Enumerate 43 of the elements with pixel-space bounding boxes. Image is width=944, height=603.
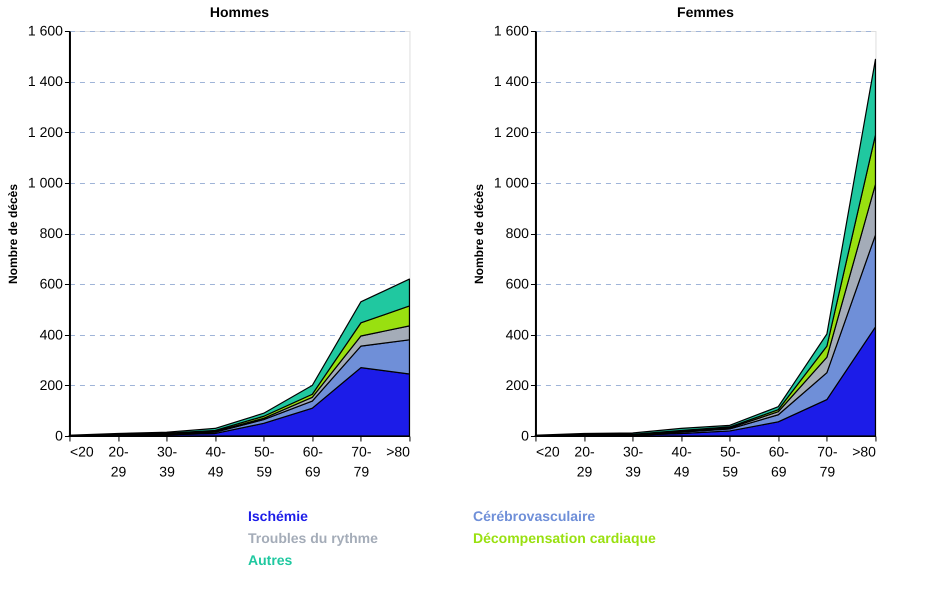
text: Ischémie (248, 508, 308, 524)
y-tick-label: 1 600 (28, 22, 64, 38)
chart-title: Hommes (210, 4, 270, 20)
x-tick-label: <20 (536, 444, 560, 460)
y-tick-label: 400 (40, 326, 64, 342)
x-tick-label: 60-69 (768, 444, 790, 480)
y-tick-label: 800 (40, 225, 64, 241)
y-tick-label: 0 (55, 428, 64, 444)
x-tick-label: 20-29 (574, 444, 595, 480)
y-tick-label: 1 400 (494, 73, 530, 90)
y-tick-label: 1 600 (494, 22, 530, 38)
x-tick-label: 50-59 (254, 444, 275, 480)
y-tick-label: 400 (506, 326, 530, 342)
y-tick-label: 600 (40, 276, 64, 292)
y-tick-label: 1 200 (28, 124, 64, 140)
x-tick-label: 20-29 (108, 444, 129, 480)
text: Cérébrovasculaire (473, 508, 596, 524)
chart-title: Femmes (677, 4, 734, 20)
x-tick-label: 60-69 (302, 444, 324, 480)
text: Autres (248, 552, 293, 568)
y-tick-label: 1 000 (494, 174, 530, 190)
y-tick-label: 1 400 (28, 73, 64, 90)
y-tick-label: 0 (521, 428, 530, 444)
x-tick-label: 70-79 (817, 444, 838, 480)
y-tick-label: 600 (506, 276, 530, 292)
y-tick-label: 1 000 (28, 174, 64, 190)
y-axis-title: Nombre de décès (6, 184, 20, 284)
x-tick-label: 50-59 (720, 444, 741, 480)
y-tick-label: 800 (506, 225, 530, 241)
text: Décompensation cardiaque (473, 530, 656, 546)
y-tick-label: 1 200 (494, 124, 530, 140)
x-tick-label: 40-49 (672, 444, 692, 480)
x-tick-label: <20 (70, 444, 94, 460)
x-tick-label: 30-39 (156, 444, 178, 480)
x-tick-label: >80 (386, 444, 410, 460)
x-tick-label: 30-39 (622, 444, 644, 480)
x-tick-label: 40-49 (206, 444, 226, 480)
y-tick-label: 200 (40, 376, 64, 393)
y-axis-title: Nombre de décès (472, 184, 486, 284)
x-tick-label: 70-79 (351, 444, 372, 480)
y-tick-label: 200 (506, 376, 530, 393)
x-tick-label: >80 (852, 444, 876, 460)
text: Troubles du rythme (248, 530, 378, 546)
